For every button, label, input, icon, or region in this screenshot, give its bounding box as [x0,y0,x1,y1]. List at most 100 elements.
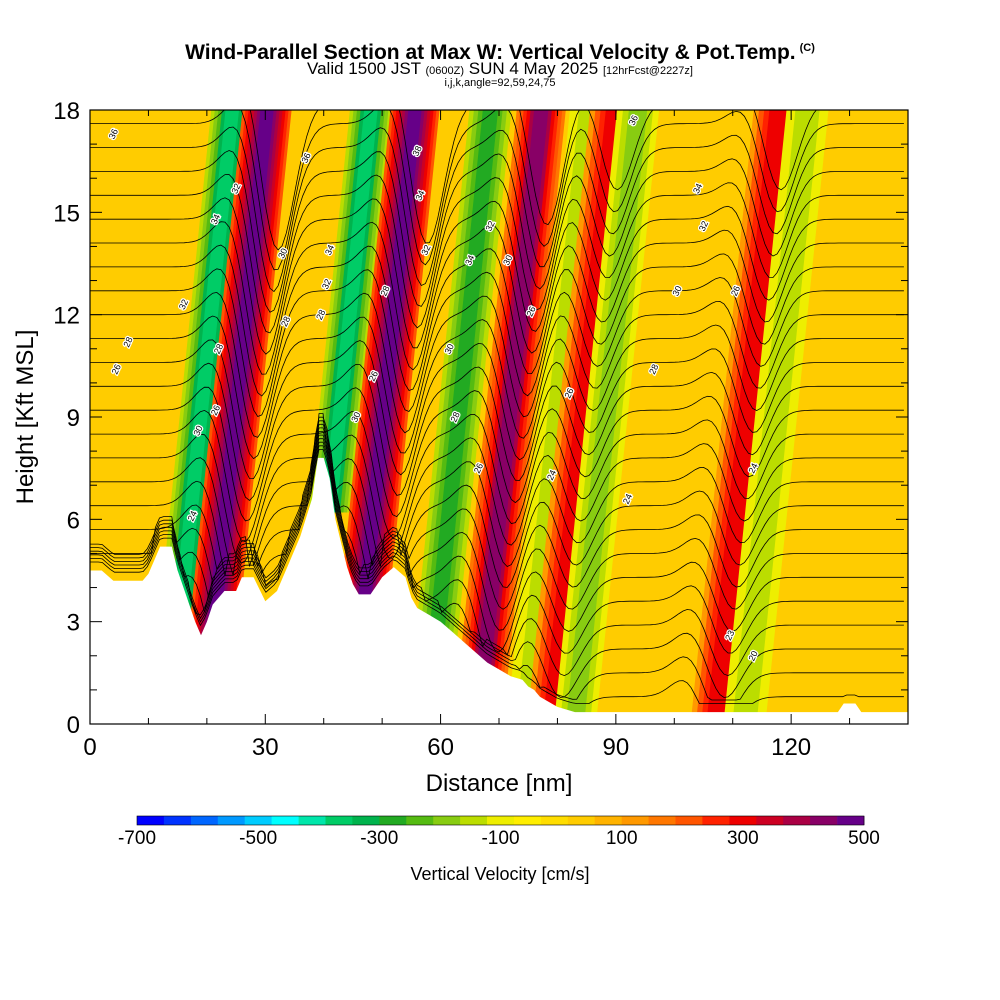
colorbar-swatch [137,816,165,825]
isentrope-line-13 [90,362,904,501]
colorbar-swatch [379,816,407,825]
y-tick-label: 18 [53,98,80,125]
velocity-band-4 [427,110,499,653]
isentrope-line-21 [90,174,904,334]
y-tick-label: 12 [53,303,80,330]
isentrope-line-4 [90,434,904,656]
x-tick-label: 0 [83,734,96,761]
colorbar-swatch [190,816,219,825]
colorbar-swatch [352,816,380,825]
isentrope-line-0 [90,449,904,704]
isentrope-line-15 [90,315,904,460]
colorbar-tick-label: -100 [481,828,519,849]
x-tick-label: 30 [252,734,279,761]
y-tick-label: 6 [67,507,80,534]
colorbar-swatch [244,816,272,825]
isentrope-line-2 [90,441,904,698]
colorbar-swatch [837,816,865,825]
isentrope-line-14 [90,339,904,480]
isentrope-line-10 [90,413,904,564]
y-tick-label: 15 [53,200,80,227]
colorbar-swatch [594,816,622,825]
colorbar-swatch [729,816,757,825]
terrain [90,457,908,724]
valid-date: SUN 4 May 2025 [468,59,599,78]
y-tick-label: 0 [67,712,80,739]
y-tick-label: 3 [67,610,80,637]
velocity-field [159,110,829,724]
colorbar-swatch [460,816,488,825]
isentrope-line-25 [249,110,817,251]
chart-title: Wind-Parallel Section at Max W: Vertical… [0,36,1000,65]
valid-utc: (0600Z) [425,65,465,77]
isentrope-line-7 [90,423,904,610]
colorbar-tick-label: -500 [239,828,277,849]
valid-prefix: Valid 1500 JST [307,59,421,78]
grid-indices: i,j,k,angle=92,59,24,75 [444,77,556,89]
colorbar-swatch [621,816,649,825]
y-tick-labels: 0 3 6 9 12 15 18 [53,98,80,739]
colorbar-swatch [298,816,326,825]
isentrope-line-12 [90,386,904,522]
isentrope-line-22 [90,150,904,313]
colorbar-swatch [217,816,246,825]
isentrope-line-1 [90,445,904,701]
colorbar-swatch [325,816,353,825]
colorbar-label: Vertical Velocity [cm/s] [410,864,589,884]
x-tick-label: 90 [603,734,630,761]
isentrope-line-20 [90,197,904,355]
colorbar-swatch [702,816,730,825]
isentrope-line-11 [90,409,904,543]
isentrope-line-8 [90,420,904,588]
isentrope-line-19 [90,221,904,375]
isentrope-line-9 [90,416,904,576]
colorbar-swatch [648,816,676,825]
colorbar-tick-labels: -700 -500 -300 -100 100 300 500 [118,828,880,849]
isentrope-line-18 [90,244,904,397]
colorbar-swatch [675,816,703,825]
colorbar-swatch [567,816,596,825]
velocity-band-1 [206,110,274,639]
colorbar-swatch [540,816,569,825]
x-tick-label: 60 [427,734,454,761]
velocity-band-0 [173,110,239,614]
colorbar-swatch [271,816,299,825]
copyright-mark: (C) [799,42,815,54]
colorbar-tick-label: 500 [848,828,880,849]
isentrope-line-23 [90,126,904,293]
colorbar-swatch [433,816,461,825]
title-text: Wind-Parallel Section at Max W: Vertical… [185,41,796,64]
colorbar-swatch [783,816,811,825]
chart-subtitle: Valid 1500 JST (0600Z) SUN 4 May 2025 [1… [0,60,1000,80]
isentrope-line-17 [90,268,904,417]
colorbar [136,815,865,826]
velocity-band-10 [732,110,820,724]
isentrope-line-6 [90,427,904,631]
colorbar-swatch [514,816,542,825]
y-tick-label: 9 [67,405,80,432]
colorbar-tick-label: 100 [606,828,638,849]
axis-ticks [89,109,909,725]
y-axis-label: Height [Kft MSL] [12,330,39,505]
x-axis-label: Distance [nm] [426,770,573,797]
velocity-band-3 [355,110,422,629]
colorbar-tick-label: -700 [118,828,156,849]
colorbar-tick-label: 300 [727,828,759,849]
colorbar-swatch [810,816,838,825]
x-tick-labels: 0 30 60 90 120 [83,734,811,761]
isentrope-line-16 [90,291,904,438]
colorbar-swatch [406,816,434,825]
colorbar-swatch [163,816,192,825]
velocity-band-9 [706,110,788,724]
isentrope-line-5 [90,431,904,653]
colorbar-tick-label: -300 [360,828,398,849]
colorbar-frame [136,815,865,826]
isentrope-line-24 [90,110,904,271]
isentrope-lines [90,110,904,704]
velocity-band-2 [322,110,378,513]
x-tick-label: 120 [771,734,811,761]
colorbar-swatch [487,816,515,825]
forecast-tag: [12hrFcst@2227z] [602,65,693,77]
colorbar-swatch [756,816,784,825]
